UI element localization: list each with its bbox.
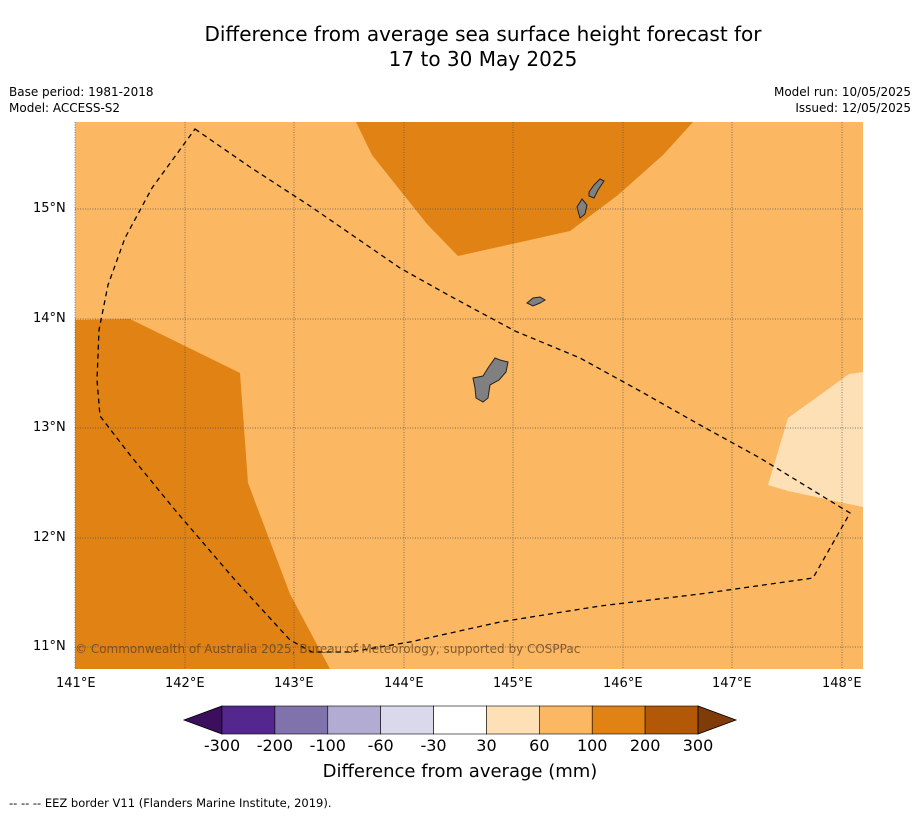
colorbar-tick-label: -100	[309, 736, 346, 755]
colorbar-tick-label: -30	[420, 736, 447, 755]
metadata-left: Base period: 1981-2018 Model: ACCESS-S2	[9, 84, 154, 116]
issued-date: Issued: 12/05/2025	[795, 101, 911, 115]
colorbar-swatch	[380, 705, 434, 735]
colorbar-swatch	[221, 705, 276, 735]
map-title: Difference from average sea surface heig…	[80, 22, 886, 72]
colorbar-tick-label: -300	[203, 736, 241, 755]
model-run: Model run: 10/05/2025	[773, 85, 911, 99]
title-line-1: Difference from average sea surface heig…	[204, 22, 762, 46]
lat-label-12n: 12°N	[33, 530, 66, 545]
lon-label-148e: 148°E	[822, 676, 862, 691]
base-period: Base period: 1981-2018	[9, 85, 154, 99]
eez-border	[96, 128, 851, 653]
lon-label-145e: 145°E	[493, 676, 533, 691]
colorbar-swatch	[433, 705, 487, 735]
copyright-notice: © Commonwealth of Australia 2025, Bureau…	[75, 642, 581, 656]
eez-footnote: -- -- -- EEZ border V11 (Flanders Marine…	[9, 796, 332, 810]
metadata-right: Model run: 10/05/2025 Issued: 12/05/2025	[774, 84, 911, 116]
colorbar-swatch	[327, 705, 381, 735]
tinian-island	[576, 198, 588, 219]
lon-label-142e: 142°E	[165, 676, 205, 691]
lon-label-147e: 147°E	[712, 676, 752, 691]
colorbar-tick-label: 30	[476, 736, 497, 755]
northern-anomaly-region	[356, 122, 693, 256]
lon-label-146e: 146°E	[603, 676, 643, 691]
model-name: Model: ACCESS-S2	[9, 101, 121, 115]
saipan-island	[588, 178, 605, 199]
colorbar-tick-label: -60	[367, 736, 394, 755]
colorbar-tick-label: 200	[629, 736, 661, 755]
guam-island	[472, 357, 509, 403]
colorbar-tick-label: -200	[256, 736, 294, 755]
rota-island	[526, 296, 546, 307]
lat-label-11n: 11°N	[33, 639, 66, 654]
colorbar-swatch	[644, 705, 699, 735]
western-anomaly-region	[75, 319, 330, 669]
colorbar-swatch	[539, 705, 593, 735]
gridlines	[74, 122, 863, 669]
colorbar-swatch	[591, 705, 646, 735]
lon-label-143e: 143°E	[274, 676, 314, 691]
colorbar-arrow-low	[182, 705, 223, 735]
title-line-2: 17 to 30 May 2025	[388, 47, 578, 71]
colorbar-tick-label: 300	[682, 736, 714, 755]
colorbar-arrow-high	[697, 705, 738, 735]
colorbar-title: Difference from average (mm)	[322, 761, 598, 782]
colorbar-tick-label: 100	[576, 736, 608, 755]
lon-label-144e: 144°E	[384, 676, 424, 691]
colorbar-swatch	[274, 705, 329, 735]
lat-label-14n: 14°N	[33, 311, 66, 326]
eastern-anomaly-region	[768, 372, 863, 507]
land-masses	[472, 178, 605, 403]
lon-label-141e: 141°E	[56, 676, 96, 691]
colorbar-tick-label: 60	[529, 736, 550, 755]
lat-label-15n: 15°N	[33, 201, 66, 216]
colorbar-swatch	[486, 705, 540, 735]
lat-label-13n: 13°N	[33, 420, 66, 435]
colorbar	[182, 705, 738, 735]
